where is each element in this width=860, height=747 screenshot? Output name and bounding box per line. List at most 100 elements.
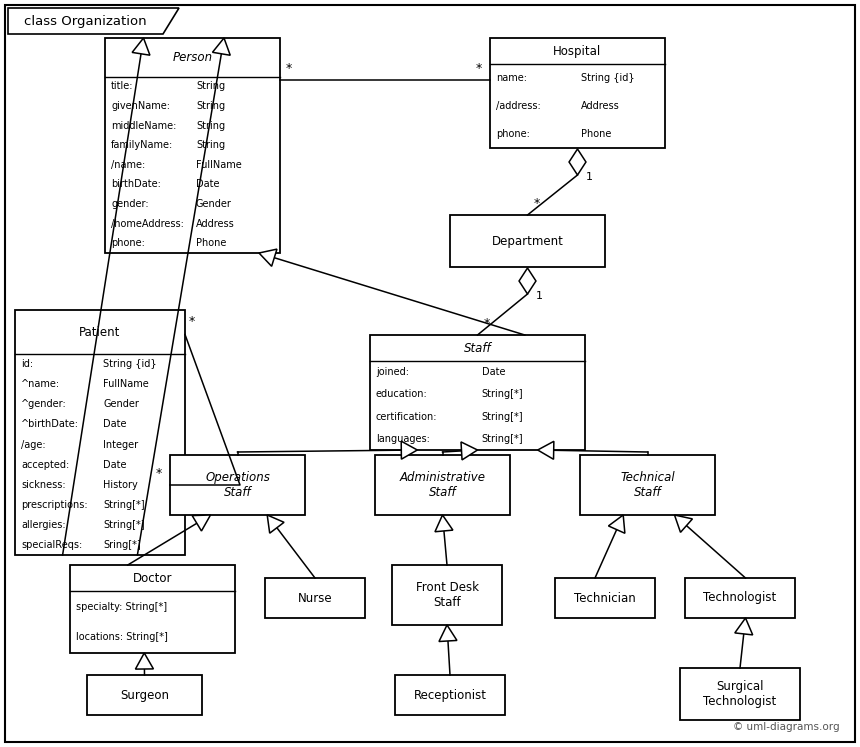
Polygon shape	[402, 441, 417, 459]
Text: ^birthDate:: ^birthDate:	[21, 419, 79, 430]
Polygon shape	[569, 149, 586, 175]
Text: accepted:: accepted:	[21, 459, 70, 470]
Text: /age:: /age:	[21, 439, 46, 450]
Text: languages:: languages:	[376, 434, 430, 444]
Text: sickness:: sickness:	[21, 480, 65, 490]
Polygon shape	[267, 515, 284, 533]
Text: Gender: Gender	[103, 400, 139, 409]
Text: locations: String[*]: locations: String[*]	[76, 633, 168, 642]
Bar	[580, 455, 715, 515]
Text: specialty: String[*]: specialty: String[*]	[76, 601, 167, 612]
Text: History: History	[103, 480, 138, 490]
Text: Hospital: Hospital	[553, 45, 602, 58]
Bar	[375, 455, 510, 515]
Text: certification:: certification:	[376, 412, 438, 421]
Text: class Organization: class Organization	[24, 14, 147, 28]
Text: String {id}: String {id}	[103, 359, 157, 369]
Polygon shape	[212, 38, 230, 55]
Text: String: String	[196, 101, 225, 111]
Polygon shape	[674, 515, 692, 533]
Text: FullName: FullName	[103, 379, 149, 389]
Text: Receptionist: Receptionist	[414, 689, 487, 701]
Polygon shape	[259, 249, 277, 267]
Text: /address:: /address:	[496, 101, 541, 111]
Text: familyName:: familyName:	[111, 140, 173, 150]
Text: name:: name:	[496, 73, 527, 83]
Bar	[170, 455, 305, 515]
Text: Technologist: Technologist	[703, 592, 777, 604]
Text: phone:: phone:	[111, 238, 144, 248]
Text: phone:: phone:	[496, 129, 530, 139]
Text: allergies:: allergies:	[21, 520, 65, 530]
Polygon shape	[519, 268, 536, 294]
Bar	[265, 578, 365, 618]
Text: Front Desk
Staff: Front Desk Staff	[415, 581, 478, 609]
Polygon shape	[135, 653, 153, 669]
Text: Date: Date	[482, 367, 506, 377]
Text: Surgeon: Surgeon	[120, 689, 169, 701]
Polygon shape	[439, 625, 457, 642]
Bar	[15, 310, 185, 555]
Text: *: *	[156, 467, 163, 480]
Text: *: *	[189, 314, 195, 327]
Bar	[555, 578, 655, 618]
Text: birthDate:: birthDate:	[111, 179, 161, 190]
Text: *: *	[286, 62, 292, 75]
Polygon shape	[8, 8, 179, 34]
Bar	[395, 675, 505, 715]
Text: *: *	[533, 197, 540, 210]
Bar	[105, 38, 280, 253]
Polygon shape	[132, 38, 150, 55]
Text: id:: id:	[21, 359, 34, 369]
Text: *: *	[483, 317, 489, 330]
Text: String: String	[196, 81, 225, 91]
Text: String: String	[196, 121, 225, 131]
Text: Gender: Gender	[196, 199, 232, 209]
Text: String {id}: String {id}	[581, 73, 635, 83]
Text: Sring[*]: Sring[*]	[103, 540, 141, 550]
Text: title:: title:	[111, 81, 133, 91]
Polygon shape	[538, 441, 554, 459]
Text: 1: 1	[536, 291, 543, 301]
Bar	[680, 668, 800, 720]
Text: Integer: Integer	[103, 439, 138, 450]
Text: Nurse: Nurse	[298, 592, 332, 604]
Text: ^name:: ^name:	[21, 379, 60, 389]
Polygon shape	[461, 442, 477, 460]
Bar	[685, 578, 795, 618]
Text: Department: Department	[492, 235, 563, 247]
Text: Address: Address	[196, 219, 235, 229]
Text: Operations
Staff: Operations Staff	[205, 471, 270, 499]
Text: String[*]: String[*]	[482, 434, 524, 444]
Text: Date: Date	[103, 459, 127, 470]
Text: © uml-diagrams.org: © uml-diagrams.org	[734, 722, 840, 732]
Text: Surgical
Technologist: Surgical Technologist	[703, 680, 777, 708]
Text: String[*]: String[*]	[103, 500, 145, 509]
Text: FullName: FullName	[196, 160, 242, 170]
Text: ^gender:: ^gender:	[21, 400, 67, 409]
Text: Person: Person	[173, 51, 212, 63]
Text: prescriptions:: prescriptions:	[21, 500, 88, 509]
Bar	[392, 565, 502, 625]
Text: givenName:: givenName:	[111, 101, 170, 111]
Bar	[370, 335, 585, 450]
Text: String[*]: String[*]	[482, 389, 524, 400]
Text: *: *	[476, 62, 482, 75]
Text: joined:: joined:	[376, 367, 409, 377]
Text: middleName:: middleName:	[111, 121, 176, 131]
Text: specialReqs:: specialReqs:	[21, 540, 83, 550]
Text: Technician: Technician	[574, 592, 636, 604]
Text: Phone: Phone	[196, 238, 226, 248]
Text: education:: education:	[376, 389, 427, 400]
Text: Patient: Patient	[79, 326, 120, 338]
Bar	[70, 565, 235, 653]
Text: Staff: Staff	[464, 341, 491, 355]
Polygon shape	[734, 618, 752, 635]
Polygon shape	[435, 515, 453, 532]
Polygon shape	[192, 515, 211, 531]
Text: String[*]: String[*]	[482, 412, 524, 421]
Text: Phone: Phone	[581, 129, 611, 139]
Text: Administrative
Staff: Administrative Staff	[400, 471, 486, 499]
Text: Doctor: Doctor	[132, 571, 172, 584]
Text: String[*]: String[*]	[103, 520, 145, 530]
